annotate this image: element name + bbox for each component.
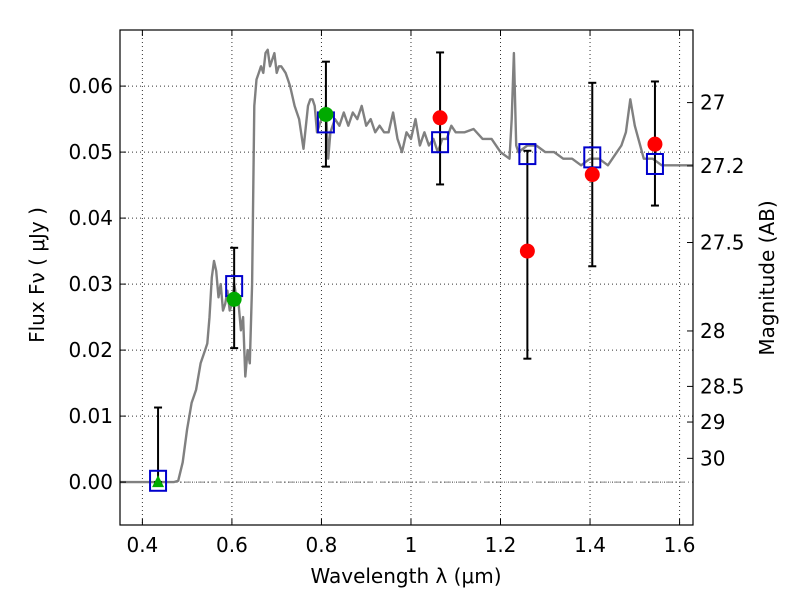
mag-tick-label: 27.5 (700, 231, 745, 255)
mag-tick-label: 30 (700, 446, 725, 470)
y-tick-label: 0.01 (68, 404, 113, 428)
y-tick-label: 0.02 (68, 338, 113, 362)
red-point (432, 110, 448, 126)
x-tick-label: 1.6 (664, 533, 696, 557)
grid-lines (120, 30, 693, 525)
plot-area (120, 48, 693, 492)
mag-tick-label: 27.2 (700, 154, 745, 178)
x-tick-label: 1.2 (485, 533, 517, 557)
x-tick-label: 0.8 (306, 533, 338, 557)
red-point (519, 243, 535, 259)
x-tick-label: 0.4 (126, 533, 158, 557)
mag-tick-label: 28 (700, 319, 725, 343)
green-point (318, 106, 334, 122)
mag-tick-label: 29 (700, 410, 725, 434)
y-tick-label: 0.05 (68, 140, 113, 164)
x-tick-label: 1 (405, 533, 418, 557)
sed-model-line (120, 48, 693, 484)
red-point (647, 136, 663, 152)
x-tick-label: 0.6 (216, 533, 248, 557)
y2-axis-label: Magnitude (AB) (755, 200, 779, 355)
green-triangle-point (152, 475, 165, 488)
y-tick-label: 0.04 (68, 206, 113, 230)
mag-tick-label: 27 (700, 91, 725, 115)
red-point (584, 167, 600, 183)
y-axis-label: Flux Fν ( μJy ) (25, 207, 49, 343)
y-tick-label: 0.00 (68, 470, 113, 494)
x-tick-label: 1.4 (574, 533, 606, 557)
mag-tick-label: 28.5 (700, 374, 745, 398)
green-point (226, 291, 242, 307)
ticks: 0.4 0.6 0.8 1 1.2 1.4 1.6 0.00 0.01 0.02 0.03 0.04 0… (68, 30, 745, 557)
model-box (431, 131, 450, 154)
model-box (518, 143, 537, 166)
model-box (149, 469, 168, 492)
y-tick-label: 0.03 (68, 272, 113, 296)
plot-frame (119, 29, 694, 526)
y-tick-label: 0.06 (68, 74, 113, 98)
model-box (645, 152, 664, 175)
x-axis-label: Wavelength λ (μm) (310, 564, 501, 588)
